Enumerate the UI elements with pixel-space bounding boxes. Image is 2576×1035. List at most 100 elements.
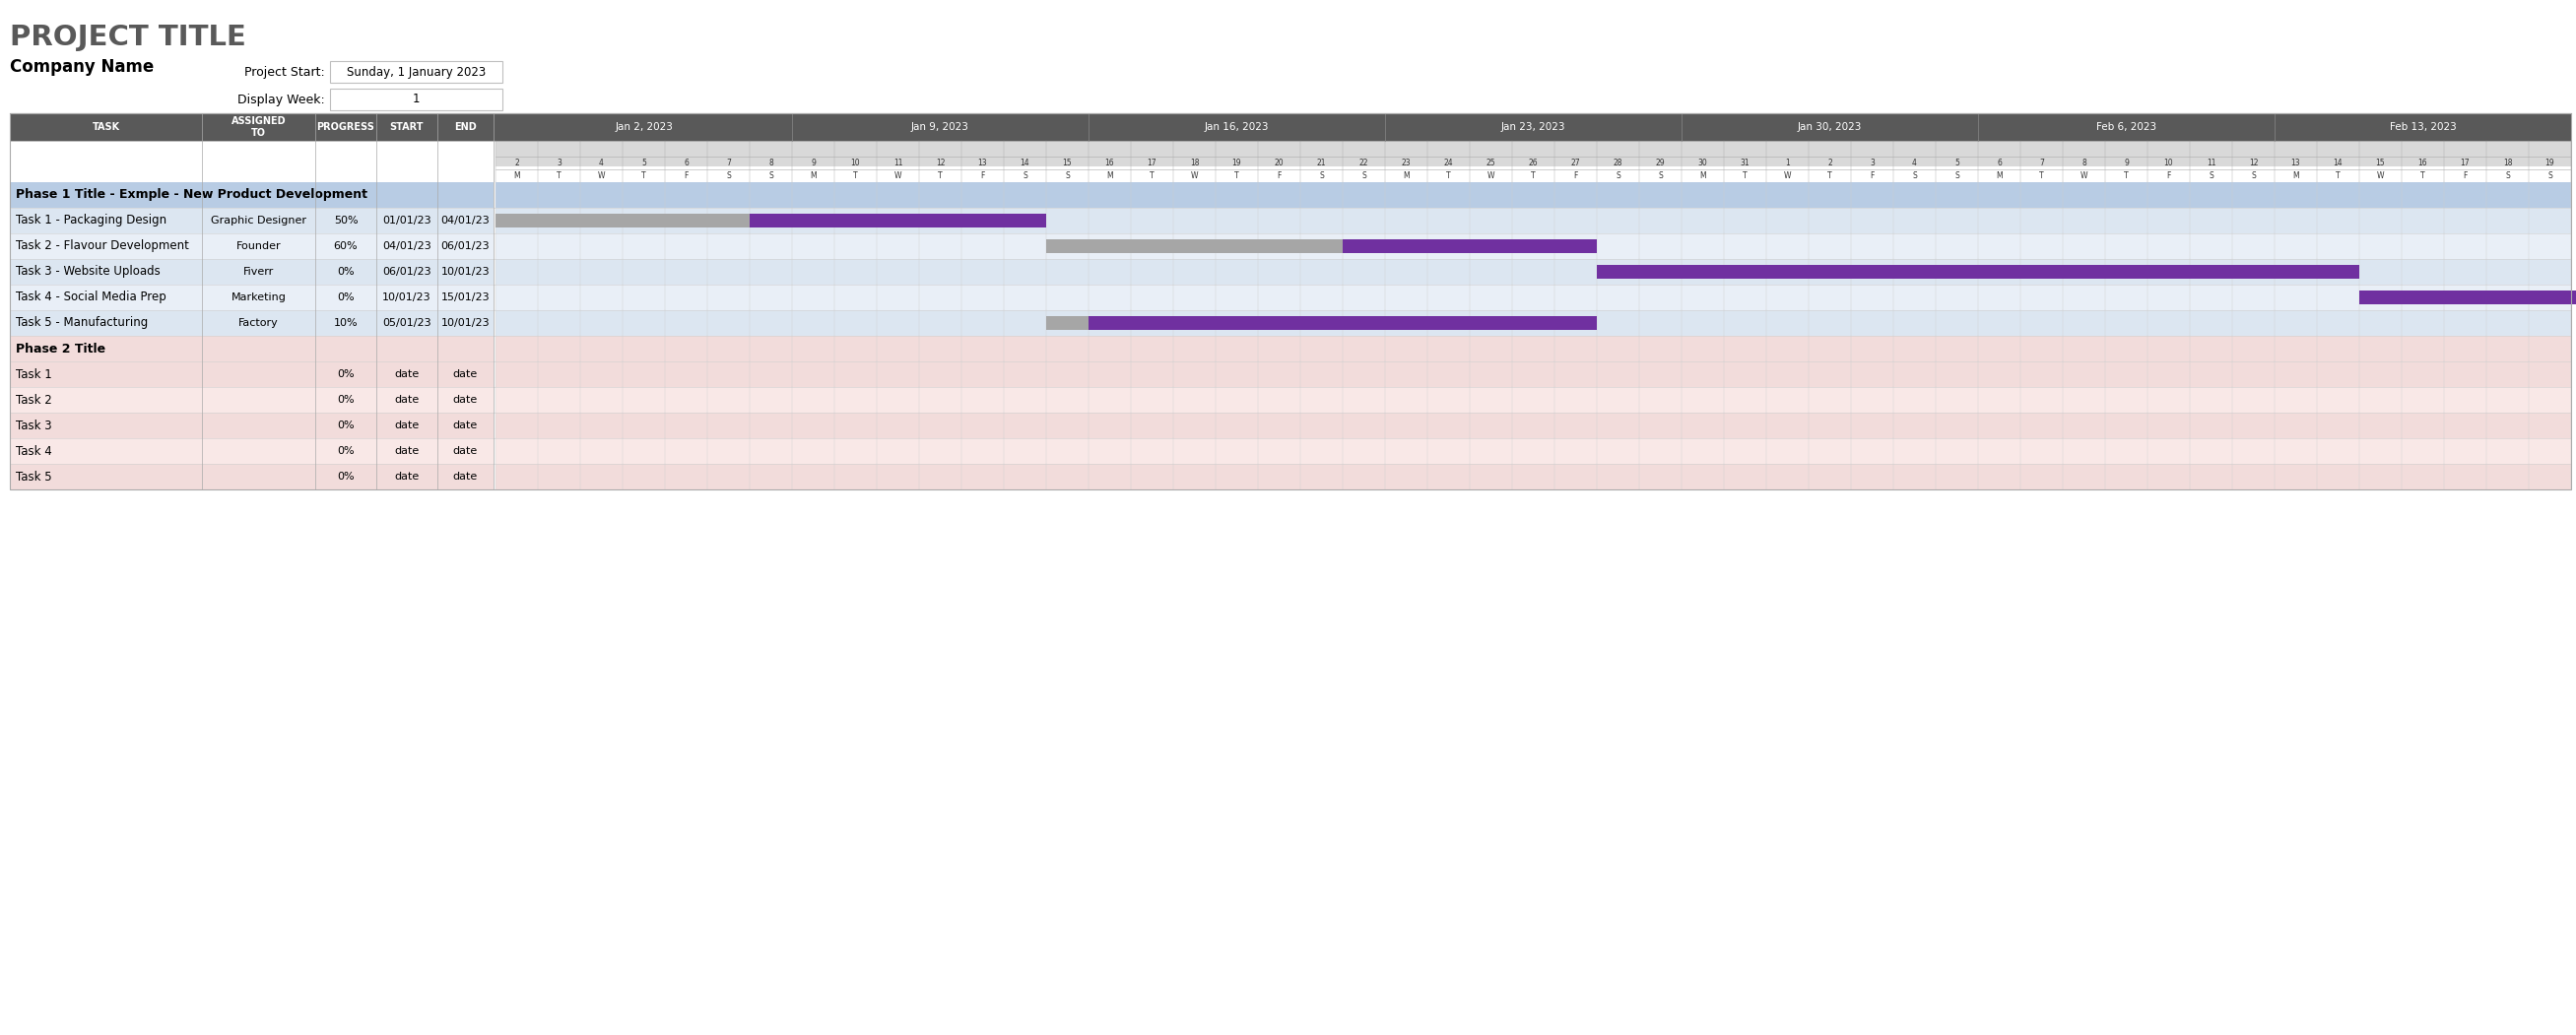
Text: Sunday, 1 January 2023: Sunday, 1 January 2023: [348, 65, 487, 79]
Text: 13: 13: [2290, 158, 2300, 168]
Bar: [495, 438, 2571, 464]
Text: T: T: [2125, 172, 2128, 180]
Text: 3: 3: [1870, 158, 1875, 168]
Text: Marketing: Marketing: [232, 293, 286, 302]
Text: date: date: [453, 395, 479, 405]
Bar: [10, 438, 495, 464]
Text: 27: 27: [1571, 158, 1582, 168]
Text: 11: 11: [894, 158, 902, 168]
Text: S: S: [1064, 172, 1069, 180]
Text: 9: 9: [2123, 158, 2128, 168]
Bar: [10, 361, 495, 387]
Text: T: T: [938, 172, 943, 180]
Text: 16: 16: [1105, 158, 1115, 168]
Text: S: S: [2548, 172, 2553, 180]
Text: W: W: [894, 172, 902, 180]
Text: F: F: [981, 172, 984, 180]
Text: T: T: [641, 172, 647, 180]
Bar: [10, 335, 495, 361]
Text: 15/01/23: 15/01/23: [440, 293, 489, 302]
Text: 06/01/23: 06/01/23: [440, 241, 489, 252]
Text: Jan 9, 2023: Jan 9, 2023: [912, 122, 969, 131]
Text: 10%: 10%: [335, 318, 358, 328]
Text: Phase 1 Title - Exmple - New Product Development: Phase 1 Title - Exmple - New Product Dev…: [15, 188, 368, 202]
Bar: [1046, 239, 1342, 254]
Bar: [495, 310, 2571, 335]
Text: T: T: [556, 172, 562, 180]
Text: S: S: [1659, 172, 1662, 180]
Bar: [1046, 316, 1090, 330]
Text: Jan 23, 2023: Jan 23, 2023: [1502, 122, 1566, 131]
Bar: [495, 361, 2571, 387]
Text: 22: 22: [1360, 158, 1368, 168]
Bar: [10, 310, 495, 335]
Bar: [495, 285, 2571, 310]
Text: 6: 6: [1996, 158, 2002, 168]
Text: 0%: 0%: [337, 446, 355, 456]
Bar: [495, 141, 2571, 156]
Text: Task 4: Task 4: [15, 445, 52, 457]
Text: 19: 19: [2545, 158, 2555, 168]
Text: F: F: [1278, 172, 1280, 180]
Text: S: S: [2208, 172, 2213, 180]
Text: T: T: [2336, 172, 2342, 180]
Text: Task 3 - Website Uploads: Task 3 - Website Uploads: [15, 265, 160, 278]
Text: T: T: [2040, 172, 2043, 180]
Text: F: F: [2463, 172, 2468, 180]
Text: S: S: [1615, 172, 1620, 180]
Bar: [495, 335, 2571, 361]
Text: date: date: [394, 420, 420, 431]
Text: T: T: [853, 172, 858, 180]
Bar: [10, 113, 2571, 490]
Text: 10: 10: [2164, 158, 2174, 168]
Text: 4: 4: [1911, 158, 1917, 168]
Text: 6: 6: [683, 158, 688, 168]
Text: 23: 23: [1401, 158, 1412, 168]
Text: 11: 11: [2208, 158, 2215, 168]
Text: Task 1 - Packaging Design: Task 1 - Packaging Design: [15, 214, 167, 227]
Text: 28: 28: [1613, 158, 1623, 168]
Text: PROJECT TITLE: PROJECT TITLE: [10, 24, 247, 51]
Text: S: S: [1023, 172, 1028, 180]
Text: S: S: [1955, 172, 1960, 180]
Text: Graphic Designer: Graphic Designer: [211, 215, 307, 226]
Text: 12: 12: [935, 158, 945, 168]
Text: START: START: [389, 122, 425, 131]
Text: Feb 6, 2023: Feb 6, 2023: [2097, 122, 2156, 131]
Text: 1: 1: [412, 93, 420, 106]
Text: 10/01/23: 10/01/23: [440, 318, 489, 328]
Text: 7: 7: [2040, 158, 2043, 168]
Text: 30: 30: [1698, 158, 1708, 168]
Text: 06/01/23: 06/01/23: [381, 267, 430, 276]
Text: W: W: [598, 172, 605, 180]
Text: date: date: [453, 446, 479, 456]
Text: W: W: [2378, 172, 2385, 180]
Text: 04/01/23: 04/01/23: [440, 215, 489, 226]
Text: 8: 8: [768, 158, 773, 168]
Text: W: W: [1190, 172, 1198, 180]
Text: 0%: 0%: [337, 420, 355, 431]
Text: 14: 14: [2334, 158, 2342, 168]
Text: date: date: [394, 472, 420, 481]
Bar: [10, 259, 495, 285]
Text: 26: 26: [1528, 158, 1538, 168]
Text: Company Name: Company Name: [10, 58, 155, 76]
Bar: [495, 387, 2571, 413]
Text: F: F: [1574, 172, 1577, 180]
Bar: [750, 213, 1046, 228]
Text: W: W: [1783, 172, 1790, 180]
Text: 10: 10: [850, 158, 860, 168]
Text: T: T: [1826, 172, 1832, 180]
Text: 01/01/23: 01/01/23: [381, 215, 430, 226]
Text: 8: 8: [2081, 158, 2087, 168]
Text: date: date: [394, 395, 420, 405]
Text: 0%: 0%: [337, 395, 355, 405]
Text: M: M: [809, 172, 817, 180]
Text: Display Week:: Display Week:: [237, 93, 325, 106]
Text: TASK: TASK: [93, 122, 118, 131]
Text: M: M: [1108, 172, 1113, 180]
Text: 7: 7: [726, 158, 732, 168]
Bar: [10, 113, 2571, 141]
Text: T: T: [1530, 172, 1535, 180]
Bar: [495, 213, 750, 228]
